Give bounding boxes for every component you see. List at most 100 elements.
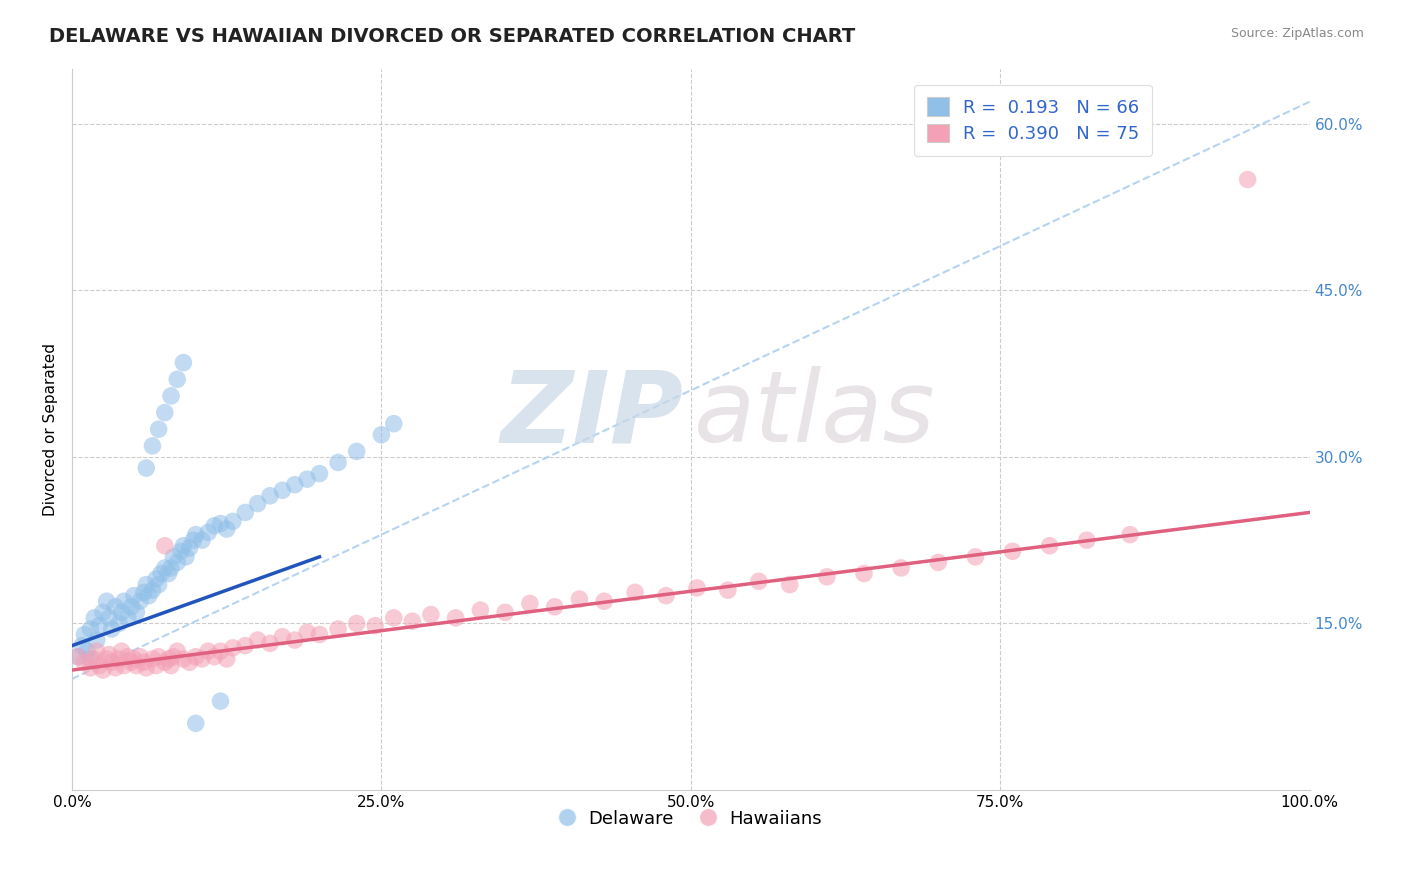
Point <box>166 372 188 386</box>
Point <box>96 594 118 608</box>
Point <box>120 655 142 669</box>
Point <box>112 594 135 608</box>
Point <box>141 652 163 666</box>
Point <box>79 652 101 666</box>
Legend: Delaware, Hawaiians: Delaware, Hawaiians <box>553 803 830 835</box>
Point <box>172 652 194 666</box>
Point <box>179 655 201 669</box>
Point <box>543 599 565 614</box>
Point <box>135 461 157 475</box>
Point <box>1076 533 1098 548</box>
Point <box>91 605 114 619</box>
Point <box>122 652 145 666</box>
Point <box>364 618 387 632</box>
Point <box>79 622 101 636</box>
Point <box>125 605 148 619</box>
Point <box>160 658 183 673</box>
Point <box>86 644 108 658</box>
Point <box>346 444 368 458</box>
Point <box>67 649 90 664</box>
Point <box>73 627 96 641</box>
Text: Source: ZipAtlas.com: Source: ZipAtlas.com <box>1230 27 1364 40</box>
Point <box>202 518 225 533</box>
Point <box>215 522 238 536</box>
Point <box>110 644 132 658</box>
Text: ZIP: ZIP <box>501 367 683 463</box>
Point <box>112 658 135 673</box>
Point <box>815 570 838 584</box>
Point <box>382 611 405 625</box>
Point <box>593 594 616 608</box>
Point <box>494 605 516 619</box>
Point <box>853 566 876 581</box>
Point <box>148 577 170 591</box>
Point <box>927 555 949 569</box>
Point <box>382 417 405 431</box>
Point <box>246 497 269 511</box>
Point <box>73 655 96 669</box>
Point <box>215 652 238 666</box>
Point <box>1001 544 1024 558</box>
Point <box>401 614 423 628</box>
Point <box>157 566 180 581</box>
Point <box>233 639 256 653</box>
Point <box>148 649 170 664</box>
Point <box>129 594 152 608</box>
Point <box>284 477 307 491</box>
Point <box>117 649 139 664</box>
Point <box>153 406 176 420</box>
Point <box>76 644 98 658</box>
Point <box>160 389 183 403</box>
Point <box>965 549 987 564</box>
Point <box>79 661 101 675</box>
Point <box>174 549 197 564</box>
Point <box>191 533 214 548</box>
Point <box>470 603 492 617</box>
Point <box>96 652 118 666</box>
Point <box>89 618 111 632</box>
Point <box>132 585 155 599</box>
Point <box>568 592 591 607</box>
Point <box>655 589 678 603</box>
Point <box>162 549 184 564</box>
Point <box>209 516 232 531</box>
Point <box>184 527 207 541</box>
Point <box>209 694 232 708</box>
Point <box>166 555 188 569</box>
Point <box>222 514 245 528</box>
Point <box>890 561 912 575</box>
Point <box>122 589 145 603</box>
Point <box>98 648 121 662</box>
Point <box>246 633 269 648</box>
Point <box>308 467 330 481</box>
Point <box>624 585 647 599</box>
Point <box>419 607 441 622</box>
Point <box>717 583 740 598</box>
Point <box>271 483 294 498</box>
Text: DELAWARE VS HAWAIIAN DIVORCED OR SEPARATED CORRELATION CHART: DELAWARE VS HAWAIIAN DIVORCED OR SEPARAT… <box>49 27 855 45</box>
Point <box>259 636 281 650</box>
Point <box>370 427 392 442</box>
Point <box>181 533 204 548</box>
Point <box>172 539 194 553</box>
Point <box>191 652 214 666</box>
Point <box>67 649 90 664</box>
Point <box>135 577 157 591</box>
Point <box>86 633 108 648</box>
Point <box>160 561 183 575</box>
Point <box>100 655 122 669</box>
Point <box>153 561 176 575</box>
Point <box>233 506 256 520</box>
Point <box>166 644 188 658</box>
Point <box>138 589 160 603</box>
Point <box>83 652 105 666</box>
Point <box>129 649 152 664</box>
Point <box>179 541 201 555</box>
Point <box>100 622 122 636</box>
Point <box>162 649 184 664</box>
Point <box>295 472 318 486</box>
Point <box>202 649 225 664</box>
Point <box>91 663 114 677</box>
Point <box>108 652 131 666</box>
Point <box>83 611 105 625</box>
